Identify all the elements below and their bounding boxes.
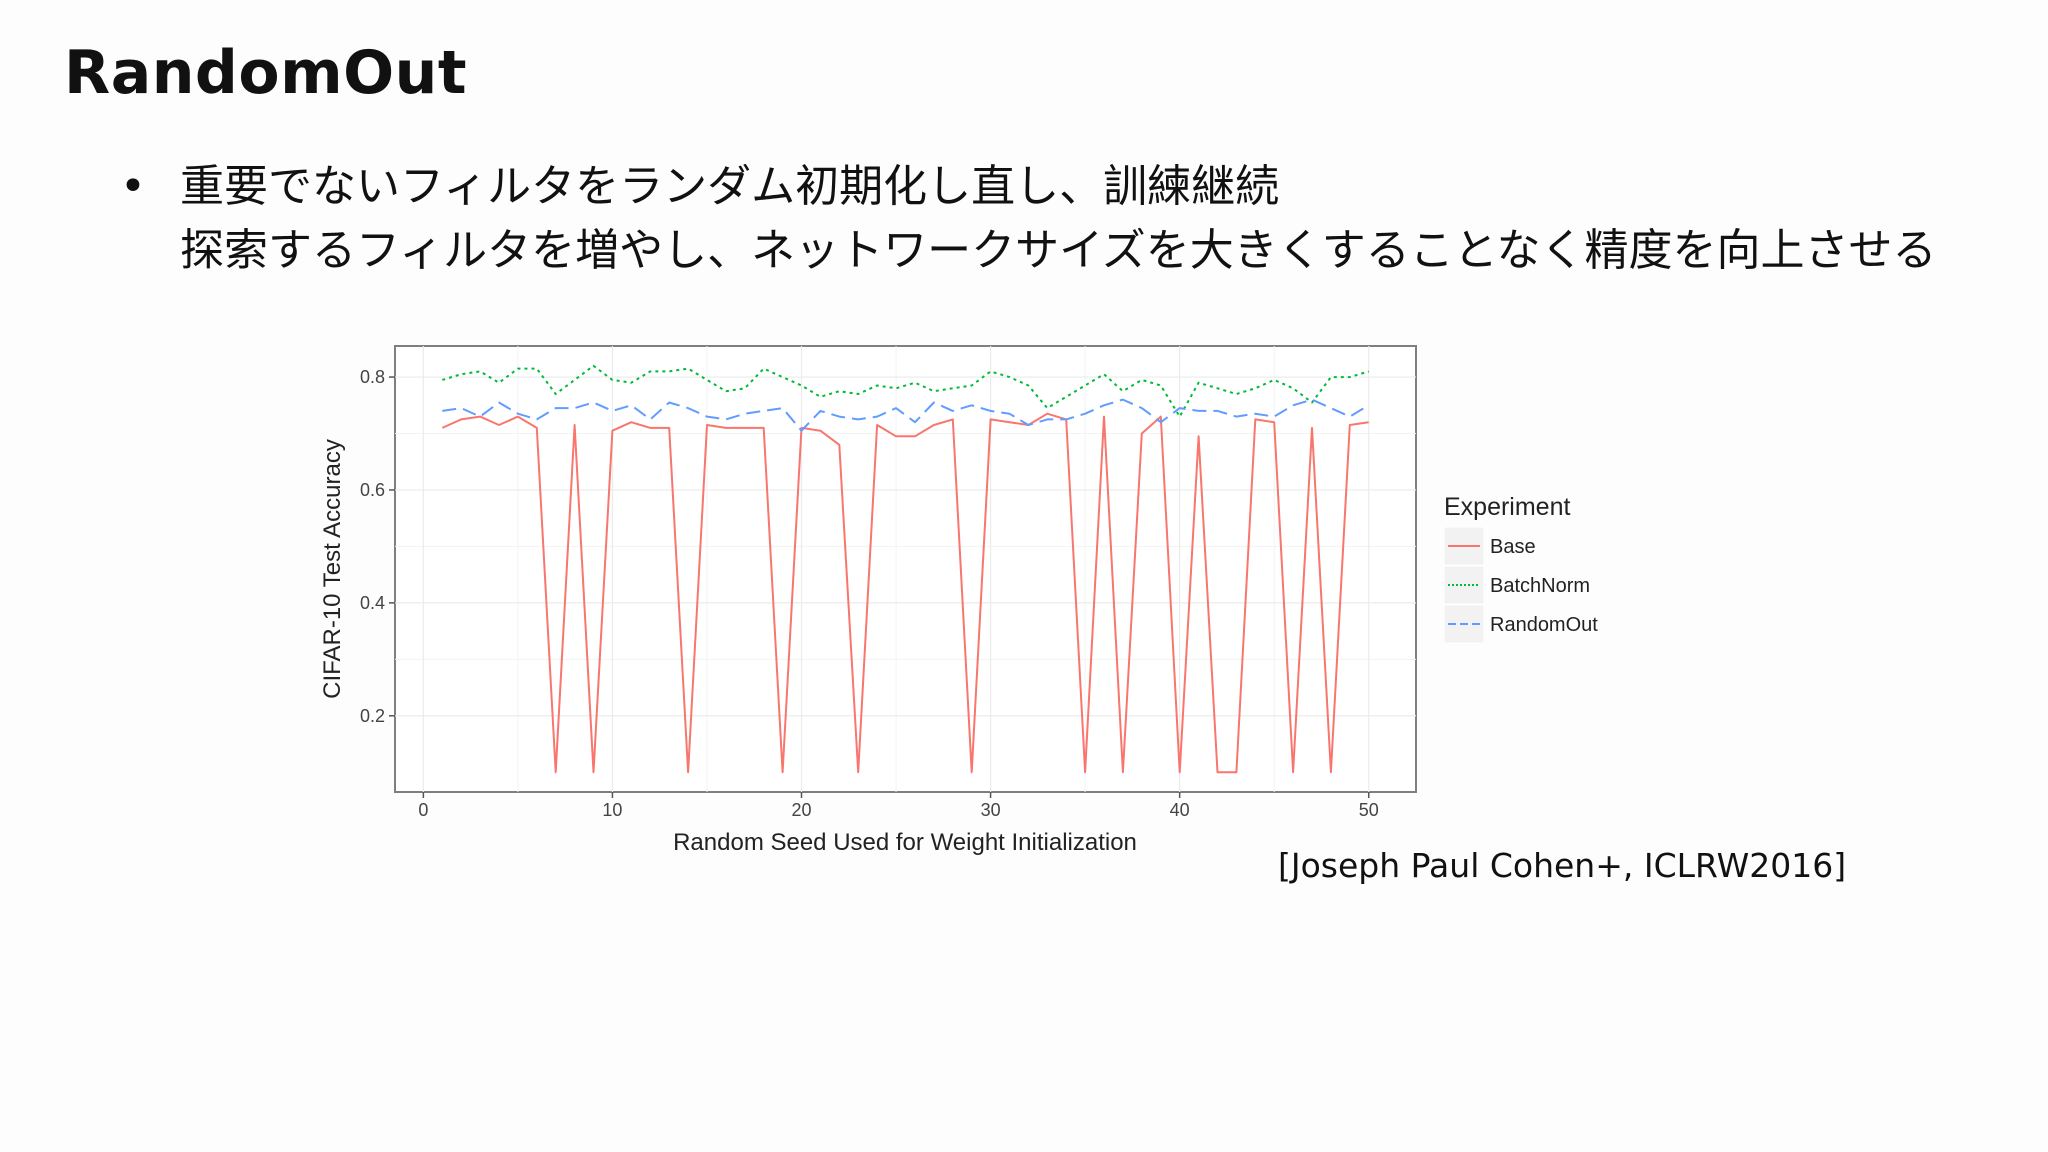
series-lines: [441, 364, 1370, 774]
y-tick-label: 0.8: [360, 367, 385, 387]
bullet-symbol: •: [120, 161, 146, 212]
legend-label-batchnorm: BatchNorm: [1490, 575, 1590, 597]
grid-lines: [395, 346, 1416, 792]
series-line-batchnorm: [442, 364, 1369, 418]
legend: Experiment Base BatchNorm RandomOut: [1443, 493, 1598, 644]
x-axis-label: Random Seed Used for Weight Initializati…: [673, 829, 1137, 856]
bullet-line-2: 探索するフィルタを増やし、ネットワークサイズを大きくすることなく精度を向上させる: [180, 225, 1937, 276]
citation: [Joseph Paul Cohen+, ICLRW2016]: [1278, 846, 1847, 885]
x-tick-label: 40: [1170, 800, 1190, 820]
bullet-line-1: 重要でないフィルタをランダム初期化し直し、訓練継続: [180, 161, 1280, 212]
x-tick-label: 0: [418, 800, 428, 820]
slide-title: RandomOut: [64, 38, 467, 108]
x-tick-label: 20: [791, 800, 811, 820]
y-axis-label: CIFAR-10 Test Accuracy: [319, 439, 346, 699]
series-line-base: [441, 412, 1369, 774]
legend-label-base: Base: [1490, 536, 1536, 558]
axes: 0 10 20 30 40 50 0.2 0.4 0.6 0.8: [360, 367, 1379, 820]
x-tick-label: 30: [981, 800, 1001, 820]
y-tick-label: 0.2: [360, 706, 385, 726]
legend-items: Base BatchNorm RandomOut: [1443, 526, 1598, 644]
x-tick-label: 10: [602, 800, 622, 820]
series-line-randomout: [442, 398, 1370, 432]
bullet-text: 重要でないフィルタをランダム初期化し直し、訓練継続 探索するフィルタを増やし、ネ…: [180, 155, 1936, 283]
plot-panel: [394, 345, 1417, 793]
legend-title: Experiment: [1444, 493, 1570, 521]
y-tick-label: 0.6: [360, 480, 385, 500]
y-tick-label: 0.4: [360, 593, 385, 613]
legend-label-randomout: RandomOut: [1490, 614, 1598, 636]
x-tick-label: 50: [1359, 800, 1379, 820]
